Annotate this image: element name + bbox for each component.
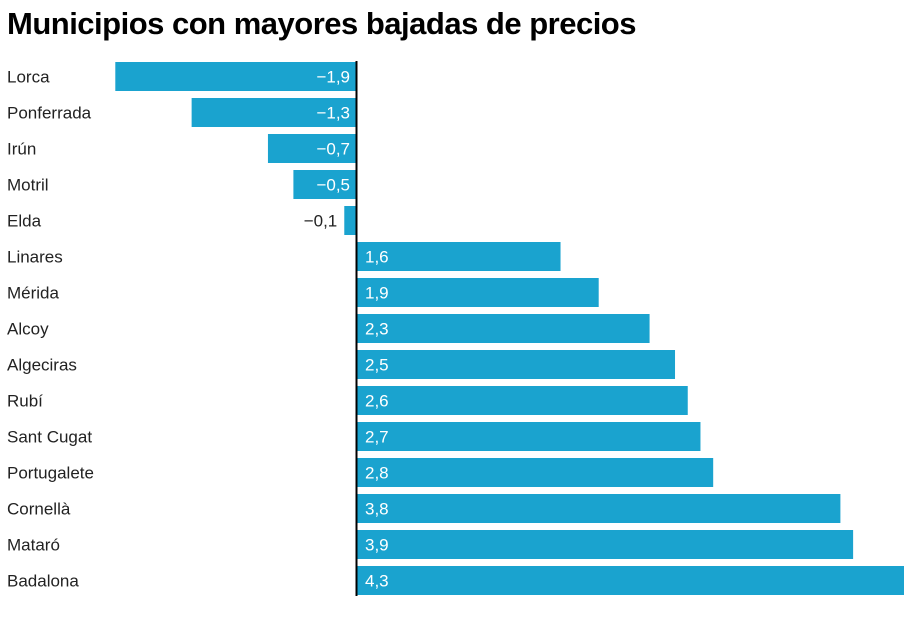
category-label: Mataró	[7, 536, 60, 555]
bar	[357, 494, 841, 523]
category-label: Irún	[7, 140, 36, 159]
category-label: Ponferrada	[7, 104, 92, 123]
value-label: −0,1	[304, 212, 338, 231]
value-label: 3,8	[365, 500, 389, 519]
category-label: Lorca	[7, 68, 50, 87]
value-label: 2,6	[365, 392, 389, 411]
category-label: Badalona	[7, 572, 79, 591]
value-label: 3,9	[365, 536, 389, 555]
category-label: Algeciras	[7, 356, 77, 375]
value-label: 2,8	[365, 464, 389, 483]
category-label: Motril	[7, 176, 49, 195]
category-label: Cornellà	[7, 500, 71, 519]
category-label: Rubí	[7, 392, 43, 411]
bar	[115, 62, 357, 91]
value-label: 1,6	[365, 248, 389, 267]
value-label: −1,3	[316, 104, 350, 123]
bar	[357, 566, 904, 595]
value-label: −1,9	[316, 68, 350, 87]
bar	[357, 278, 599, 307]
bar	[344, 206, 357, 235]
value-label: 1,9	[365, 284, 389, 303]
bar	[357, 530, 854, 559]
bar	[357, 242, 561, 271]
chart-title: Municipios con mayores bajadas de precio…	[7, 6, 637, 41]
category-label: Sant Cugat	[7, 428, 92, 447]
category-label: Mérida	[7, 284, 60, 303]
value-label: −0,5	[316, 176, 350, 195]
bar	[267, 134, 357, 163]
category-label: Elda	[7, 212, 42, 231]
bar	[191, 98, 357, 127]
value-label: 2,5	[365, 356, 389, 375]
bar	[357, 314, 650, 343]
bar	[357, 422, 701, 451]
category-label: Portugalete	[7, 464, 94, 483]
bar	[357, 458, 714, 487]
bar	[357, 350, 676, 379]
value-label: 2,3	[365, 320, 389, 339]
category-label: Alcoy	[7, 320, 49, 339]
value-label: 2,7	[365, 428, 389, 447]
value-label: −0,7	[316, 140, 350, 159]
bar	[293, 170, 357, 199]
value-label: 4,3	[365, 572, 389, 591]
category-label: Linares	[7, 248, 63, 267]
bar	[357, 386, 688, 415]
